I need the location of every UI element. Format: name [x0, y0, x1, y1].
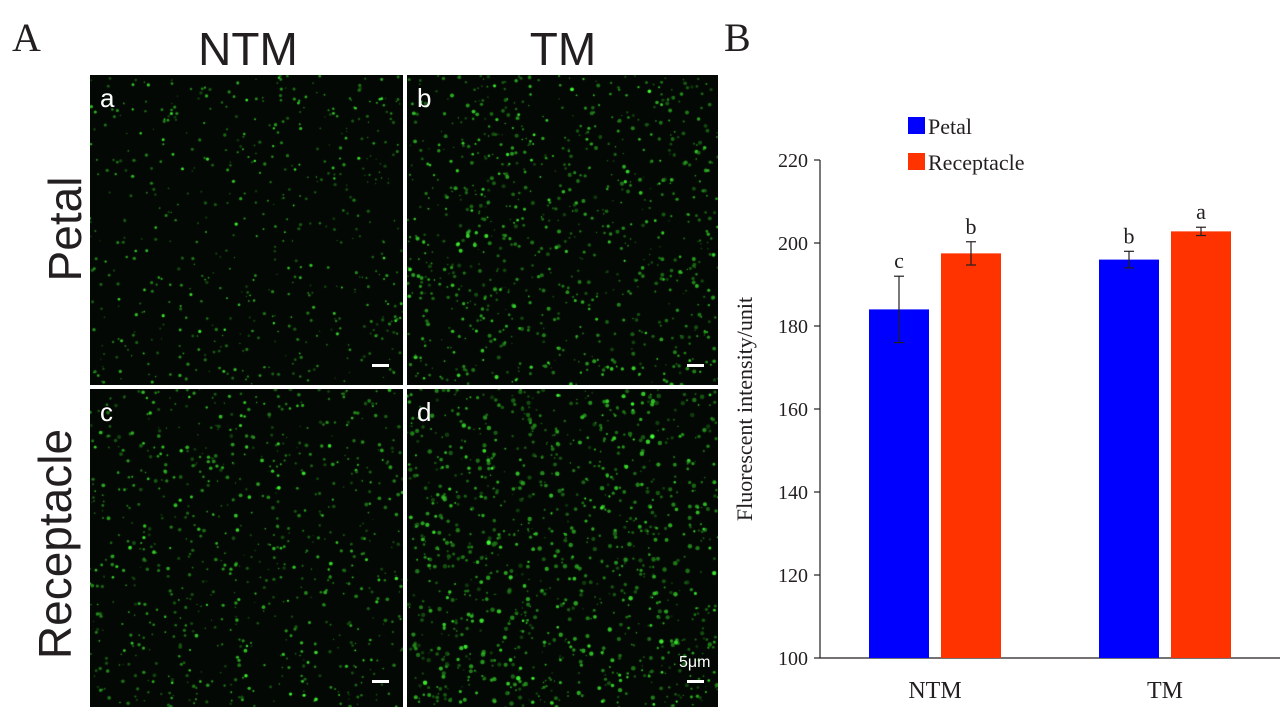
- micrograph-c-canvas: [90, 389, 403, 707]
- significance-letter-tm-petal: b: [1124, 223, 1135, 248]
- row-label-petal: Petal: [39, 176, 91, 282]
- micrograph-a: a: [90, 75, 403, 385]
- y-tick-label-180: 180: [778, 316, 808, 338]
- legend-swatch-petal: [908, 117, 925, 134]
- micrograph-b: b: [407, 75, 718, 385]
- row-label-receptacle: Receptacle: [29, 428, 81, 660]
- scale-bar-text: 5μm: [679, 654, 711, 671]
- y-tick-label-120: 120: [778, 565, 808, 587]
- x-tick-label-tm: TM: [1147, 678, 1183, 704]
- micrograph-b-label: b: [417, 83, 432, 113]
- y-axis-label: Fluorescent intensity/unit: [732, 297, 757, 521]
- bar-ntm-receptacle: [941, 253, 1001, 658]
- significance-letter-ntm-petal: c: [894, 248, 904, 273]
- column-label-tm: TM: [529, 23, 597, 75]
- micrograph-a-label: a: [100, 83, 115, 113]
- panel-b-letter: B: [724, 15, 751, 60]
- micrograph-a-canvas: [90, 75, 403, 385]
- bar-chart: 100 120 140 160 180 200 220 Fluorescent intensi…: [732, 114, 1280, 704]
- y-tick-label-160: 160: [778, 399, 808, 421]
- micrograph-d-label: d: [417, 397, 432, 427]
- micrograph-d: d 5μm: [407, 389, 718, 707]
- significance-letter-ntm-receptacle: b: [966, 214, 977, 239]
- bar-ntm-petal: [869, 309, 929, 658]
- column-label-ntm: NTM: [198, 23, 298, 75]
- micrograph-c: c: [90, 389, 403, 707]
- panel-a-letter: A: [12, 15, 41, 60]
- legend-label-receptacle: Receptacle: [928, 150, 1025, 175]
- scale-bar-d: [687, 680, 704, 683]
- bar-tm-receptacle: [1171, 231, 1231, 658]
- scale-bar-a: [372, 364, 389, 367]
- significance-letter-tm-receptacle: a: [1196, 199, 1206, 224]
- legend-swatch-receptacle: [908, 153, 925, 170]
- micrograph-b-canvas: [407, 75, 718, 385]
- legend-label-petal: Petal: [928, 114, 972, 139]
- y-tick-label-200: 200: [778, 233, 808, 255]
- y-tick-label-100: 100: [778, 648, 808, 670]
- micrograph-d-canvas: [407, 389, 718, 707]
- x-tick-label-ntm: NTM: [908, 678, 961, 704]
- bar-tm-petal: [1099, 259, 1159, 658]
- y-tick-label-140: 140: [778, 482, 808, 504]
- scale-bar-b: [687, 364, 704, 367]
- micrograph-c-label: c: [100, 397, 113, 427]
- scale-bar-c: [372, 680, 389, 683]
- y-tick-label-220: 220: [778, 150, 808, 172]
